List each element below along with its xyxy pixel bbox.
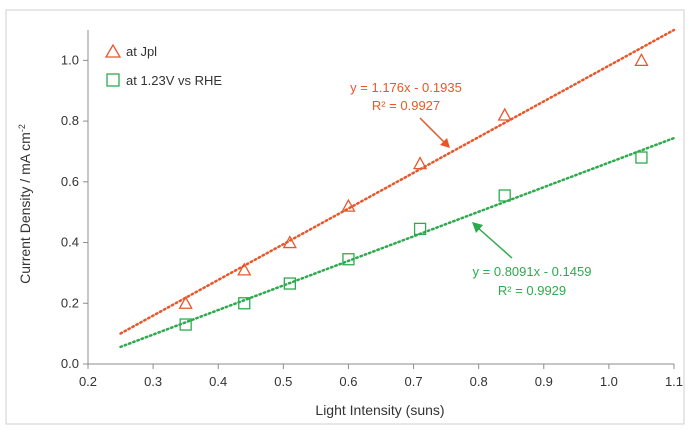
data-point-series-2	[342, 253, 355, 266]
x-tick-label: 0.9	[535, 374, 553, 389]
legend-triangle-icon	[104, 43, 122, 58]
y-tick-label: 0.0	[61, 356, 79, 371]
y-tick-label: 0.6	[61, 174, 79, 189]
data-point-series-1	[178, 295, 193, 309]
data-point-series-1	[497, 107, 512, 121]
data-point-series-2	[238, 297, 251, 310]
x-tick-label: 1.0	[600, 374, 618, 389]
y-axis-label: Current Density / mA cm-2	[17, 124, 33, 284]
y-tick-label: 0.8	[61, 113, 79, 128]
x-tick-label: 1.1	[665, 374, 683, 389]
data-point-series-2	[413, 222, 427, 236]
annotation-arrow-2	[476, 226, 513, 259]
trendline-equation-1: y = 1.176x - 0.1935	[350, 80, 462, 95]
data-point-series-1	[237, 262, 252, 276]
data-point-series-1	[634, 53, 649, 67]
chart-border	[5, 9, 685, 425]
data-point-series-2	[635, 151, 648, 164]
data-point-series-1	[341, 198, 356, 212]
trendline-r2-1: R² = 0.9927	[372, 98, 440, 113]
annotation-arrowhead-1	[440, 138, 450, 148]
trendline-series-2	[119, 136, 676, 349]
data-point-series-2	[179, 318, 192, 331]
data-point-series-2	[498, 189, 511, 202]
trendline-r2-2: R² = 0.9929	[498, 283, 566, 298]
legend-label-series-1: at Jpl	[126, 44, 157, 59]
x-axis-label: Light Intensity (suns)	[315, 402, 444, 418]
x-tick-label: 0.8	[470, 374, 488, 389]
y-tick-label: 0.2	[61, 295, 79, 310]
legend-square-icon	[106, 73, 120, 87]
x-tick-label: 0.2	[79, 374, 97, 389]
data-point-series-1	[412, 156, 428, 170]
trendline-series-1	[119, 28, 676, 335]
y-axis-label-main: Current Density / mA cm	[17, 132, 33, 284]
x-tick-label: 0.4	[209, 374, 227, 389]
x-tick-label: 0.6	[339, 374, 357, 389]
legend: at Jpl at 1.23V vs RHE	[104, 43, 222, 88]
y-tick-label: 0.4	[61, 235, 79, 250]
trendline-equation-2: y = 0.8091x - 0.1459	[473, 264, 592, 279]
data-point-series-1	[282, 235, 297, 249]
y-axis-label-superscript: -2	[17, 124, 27, 132]
x-tick-label: 0.3	[144, 374, 162, 389]
legend-label-series-2: at 1.23V vs RHE	[126, 73, 222, 88]
annotation-arrowhead-2	[472, 222, 483, 233]
x-tick-label: 0.7	[405, 374, 423, 389]
annotation-arrow-1	[419, 117, 448, 146]
data-point-series-2	[283, 277, 296, 290]
y-tick-label: 1.0	[61, 52, 79, 67]
x-tick-label: 0.5	[274, 374, 292, 389]
